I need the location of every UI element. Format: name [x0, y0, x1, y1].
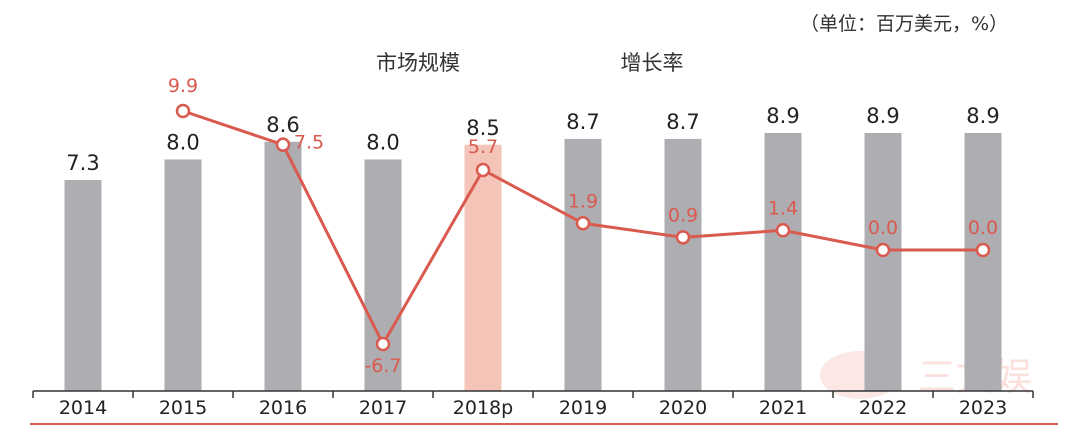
growth-point-2016 [275, 137, 291, 152]
bar-2023 [964, 133, 1002, 391]
growth-value-label-2022: 0.0 [868, 217, 898, 239]
bars-layer [64, 133, 1002, 391]
bar-value-label-2016: 8.6 [266, 113, 299, 137]
bar-2020 [664, 138, 702, 391]
growth-line-layer: 9.9 7.5 -6.7 5.7 1.9 0.9 1.4 0.0 0.0 [168, 75, 998, 377]
bar-2022 [864, 133, 902, 391]
growth-point-2015 [175, 103, 191, 119]
legend-line-series: 增长率 [621, 51, 684, 75]
x-tick-label-2023: 2023 [959, 397, 1007, 419]
bar-value-label-2022: 8.9 [866, 104, 899, 128]
bar-2016 [264, 141, 302, 391]
x-tick-label-2015: 2015 [159, 397, 207, 419]
x-tick-label-2014: 2014 [59, 397, 107, 419]
growth-value-label-2023: 0.0 [968, 217, 998, 239]
growth-point-2020 [675, 230, 691, 245]
growth-point-2017 [375, 336, 391, 352]
x-tick-label-2019: 2019 [559, 397, 607, 419]
x-tick-label-2022: 2022 [859, 397, 907, 419]
growth-point-2018p [475, 162, 491, 178]
bar-labels-layer: 7.3 8.0 8.6 8.0 8.5 8.7 8.7 8.9 8.9 8.9 [66, 104, 999, 175]
bar-value-label-2015: 8.0 [166, 130, 199, 154]
growth-value-label-2018p: 5.7 [468, 136, 498, 158]
bar-value-label-2023: 8.9 [966, 104, 999, 128]
bar-2018p [464, 144, 502, 391]
growth-point-2023 [975, 242, 991, 258]
growth-point-2022 [875, 242, 891, 258]
growth-point-2019 [575, 216, 591, 231]
growth-value-label-2015: 9.9 [168, 75, 198, 97]
bar-2015 [164, 159, 202, 391]
growth-value-label-2019: 1.9 [568, 190, 598, 212]
x-tick-label-2017: 2017 [359, 397, 407, 419]
growth-point-2021 [775, 223, 791, 238]
bar-2014 [64, 180, 102, 391]
growth-value-label-2021: 1.4 [768, 197, 798, 219]
x-tick-label-2021: 2021 [759, 397, 807, 419]
growth-value-label-2017: -6.7 [364, 355, 401, 377]
bar-value-label-2019: 8.7 [566, 110, 599, 134]
bar-value-label-2018p: 8.5 [466, 116, 499, 140]
legend-bar-series: 市场规模 [376, 51, 460, 75]
bar-value-label-2017: 8.0 [366, 130, 399, 154]
bar-value-label-2014: 7.3 [66, 151, 99, 175]
bar-2017 [364, 159, 402, 391]
bar-2021 [764, 133, 802, 391]
unit-label: （单位：百万美元，%） [800, 13, 1008, 35]
bar-value-label-2021: 8.9 [766, 104, 799, 128]
growth-value-label-2020: 0.9 [668, 204, 698, 226]
x-axis: 2014 2015 2016 2017 2018p 2019 2020 2021 2022 202… [32, 390, 1034, 419]
x-tick-label-2020: 2020 [659, 397, 707, 419]
bar-value-label-2020: 8.7 [666, 110, 699, 134]
x-tick-label-2016: 2016 [259, 397, 307, 419]
growth-value-label-2016: 7.5 [294, 132, 324, 154]
x-tick-label-2018p: 2018p [453, 397, 513, 419]
bar-2019 [564, 138, 602, 391]
